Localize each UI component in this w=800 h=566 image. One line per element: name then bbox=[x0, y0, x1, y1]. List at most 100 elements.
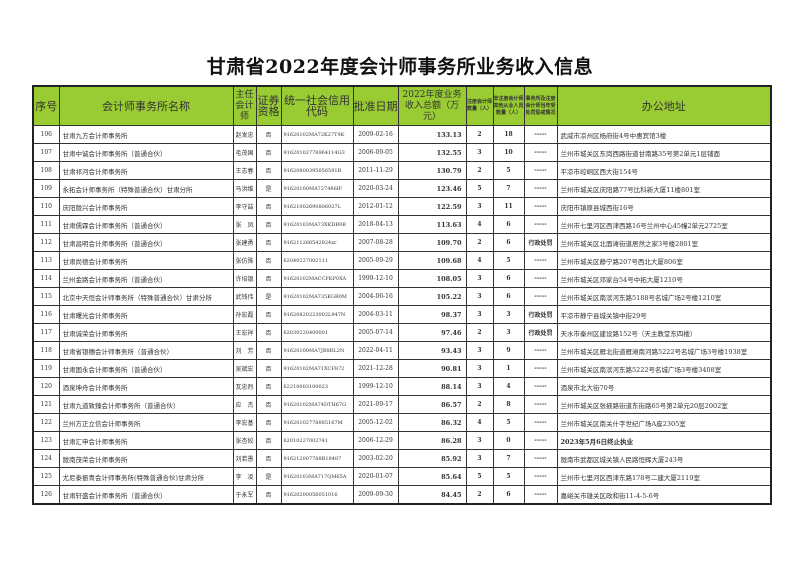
cell-income: 84.45 bbox=[397, 485, 467, 505]
cell-seq: 125 bbox=[32, 467, 60, 486]
cell-penalty: 行政处罚 bbox=[523, 323, 558, 342]
cell-name: 甘肃昌明会计师事务所（普通合伙） bbox=[58, 233, 234, 252]
cell-approval-date: 2006-09-05 bbox=[352, 143, 399, 162]
cell-other-count: 9 bbox=[492, 341, 525, 360]
cell-address: 陇南市武都区城关镇人民路恒辉大厦243号 bbox=[556, 449, 772, 468]
cell-seq: 122 bbox=[32, 413, 60, 432]
cell-securities: 否 bbox=[255, 449, 282, 468]
cell-chief: 王志春 bbox=[232, 161, 257, 180]
cell-address: 兰州市城关区南滨河东路5222号名城广场3号楼3408室 bbox=[556, 359, 772, 378]
cell-chief: 吴斌宏 bbox=[232, 359, 257, 378]
cell-seq: 109 bbox=[32, 179, 60, 198]
cell-seq: 123 bbox=[32, 431, 60, 450]
cell-cpa-count: 3 bbox=[465, 377, 494, 396]
cell-income: 109.68 bbox=[397, 251, 467, 270]
cell-other-count: 5 bbox=[492, 161, 525, 180]
cell-cpa-count: 5 bbox=[465, 467, 494, 486]
cell-cpa-count: 4 bbox=[465, 413, 494, 432]
cell-name: 甘肃省银穗会计师事务所（普通合伙） bbox=[58, 341, 234, 360]
table-row: 117 甘肃诚荣会计师事务所 王宏祥否 62030220400001 2005-07-1… bbox=[32, 323, 772, 342]
cell-penalty: ----- bbox=[523, 143, 558, 162]
cell-chief: 张 凤 bbox=[232, 215, 257, 234]
cell-other-count: 18 bbox=[492, 125, 525, 144]
table-row: 119 甘肃国永会计师事务所（普通合伙） 吴斌宏否 91620102MA71XCF87… bbox=[32, 359, 772, 378]
table-row: 121 甘肃九道致臻会计师事务所（普通合伙）应 杰否 91620102MA74DTH… bbox=[32, 395, 772, 414]
cell-cpa-count: 3 bbox=[465, 341, 494, 360]
cell-cpa-count: 5 bbox=[465, 179, 494, 198]
cell-cpa-count: 3 bbox=[465, 449, 494, 468]
cell-credit-code: 91620102778964114G3 bbox=[280, 143, 354, 162]
cell-chief: 李 凌 bbox=[232, 467, 257, 486]
cell-address: 兰州市城关区南关什字世纪广场A座2305室 bbox=[556, 413, 772, 432]
cell-cpa-count: 3 bbox=[465, 269, 494, 288]
cell-other-count: 0 bbox=[492, 431, 525, 450]
cell-address: 平凉市静宁县城关镇中街29号 bbox=[556, 305, 772, 324]
cell-name: 甘肃汇申会计师事务所 bbox=[58, 431, 234, 450]
cell-penalty: ----- bbox=[523, 161, 558, 180]
cell-securities: 否 bbox=[255, 305, 282, 324]
cell-seq: 116 bbox=[32, 305, 60, 324]
cell-credit-code: 91620100MA727486IF bbox=[280, 179, 354, 198]
table-row: 124 陇南茂荣会计师事务所 刘若愚否 916212007788B18487 2003-… bbox=[32, 449, 772, 468]
table-row: 114 兰州金路会计师事务所（普通合伙） 许培银否 91620102MACCFKP0X… bbox=[32, 269, 772, 288]
cell-penalty: ----- bbox=[523, 215, 558, 234]
cell-address: 天水市秦州区建设路152号（天主教堂东四楼） bbox=[556, 323, 772, 342]
cell-credit-code: 91620820223002L947N bbox=[280, 305, 354, 324]
cell-address: 兰州市城关区东岗西路街道甘南路35号第2单元1层铺面 bbox=[556, 143, 772, 162]
cell-other-count: 7 bbox=[492, 179, 525, 198]
cell-address: 兰州市城关区张掖路街道东街路65号第2单元20层2002室 bbox=[556, 395, 772, 414]
table-row: 110 庆阳陇兴会计师事务所 李守喆否 91621002690806027L 2012-… bbox=[32, 197, 772, 216]
cell-other-count: 3 bbox=[492, 305, 525, 324]
table-row: 116 甘肃曙光会计师事务所 孙宏磊否 91620820223002L947N 2004… bbox=[32, 305, 772, 324]
cell-securities: 是 bbox=[255, 287, 282, 306]
cell-penalty: ----- bbox=[523, 179, 558, 198]
cell-other-count: 3 bbox=[492, 323, 525, 342]
cell-securities: 否 bbox=[255, 359, 282, 378]
cell-penalty: ----- bbox=[523, 125, 558, 144]
cell-name: 甘肃国永会计师事务所（普通合伙） bbox=[58, 359, 234, 378]
cell-approval-date: 2012-01-12 bbox=[352, 197, 399, 216]
cell-securities: 否 bbox=[255, 341, 282, 360]
cell-seq: 115 bbox=[32, 287, 60, 306]
cell-approval-date: 2005-09-29 bbox=[352, 251, 399, 270]
cell-income: 85.64 bbox=[397, 467, 467, 486]
cell-cpa-count: 3 bbox=[465, 431, 494, 450]
cell-credit-code: 91620100MA7JB8RL2N bbox=[280, 341, 354, 360]
cell-seq: 108 bbox=[32, 161, 60, 180]
cell-securities: 否 bbox=[255, 485, 282, 505]
cell-credit-code: 91620102MA735KGB0M bbox=[280, 287, 354, 306]
table-row: 108 甘肃祁河会计师事务所 王志春否 91620800395056591B 2011-… bbox=[32, 161, 772, 180]
cell-penalty: ----- bbox=[523, 467, 558, 486]
cell-income: 113.63 bbox=[397, 215, 467, 234]
cell-credit-code: 62210003100023 bbox=[280, 377, 354, 396]
cell-approval-date: 2021-12-28 bbox=[352, 359, 399, 378]
cell-securities: 是 bbox=[255, 467, 282, 486]
cell-penalty: ----- bbox=[523, 449, 558, 468]
cell-credit-code: 91620103MA717QM65A bbox=[280, 467, 354, 486]
header-credit-code: 统一社会信用代码 bbox=[280, 85, 354, 126]
cell-chief: 刘若愚 bbox=[232, 449, 257, 468]
cell-income: 133.13 bbox=[397, 125, 467, 144]
cell-income: 132.55 bbox=[397, 143, 467, 162]
cell-name: 甘肃祁河会计师事务所 bbox=[58, 161, 234, 180]
cell-approval-date: 2011-11-29 bbox=[352, 161, 399, 180]
cell-credit-code: 91620102MA74DTH67G bbox=[280, 395, 354, 414]
cell-penalty: 行政处罚 bbox=[523, 305, 558, 324]
cell-penalty: ----- bbox=[523, 395, 558, 414]
cell-name: 永拓会计师事务所（特殊普通合伙）甘肃分所 bbox=[58, 179, 234, 198]
cell-other-count: 6 bbox=[492, 233, 525, 252]
cell-name: 甘肃九方会计师事务所 bbox=[58, 125, 234, 144]
cell-approval-date: 1999-12-10 bbox=[352, 377, 399, 396]
cell-chief: 王宏祥 bbox=[232, 323, 257, 342]
cell-income: 86.28 bbox=[397, 431, 467, 450]
cell-chief: 张杏姣 bbox=[232, 431, 257, 450]
cell-chief: 张仿殊 bbox=[232, 251, 257, 270]
cell-approval-date: 2005-12-02 bbox=[352, 413, 399, 432]
cell-seq: 106 bbox=[32, 125, 60, 144]
cell-approval-date: 2003-02-20 bbox=[352, 449, 399, 468]
cell-income: 105.22 bbox=[397, 287, 467, 306]
cell-name: 甘肃轩盛会计师事务所（普通合伙） bbox=[58, 485, 234, 505]
cell-penalty: ----- bbox=[523, 251, 558, 270]
table-row: 126 甘肃轩盛会计师事务所（普通合伙） 于永军否 91620200056051016… bbox=[32, 485, 772, 505]
cell-approval-date: 2004-03-11 bbox=[352, 305, 399, 324]
